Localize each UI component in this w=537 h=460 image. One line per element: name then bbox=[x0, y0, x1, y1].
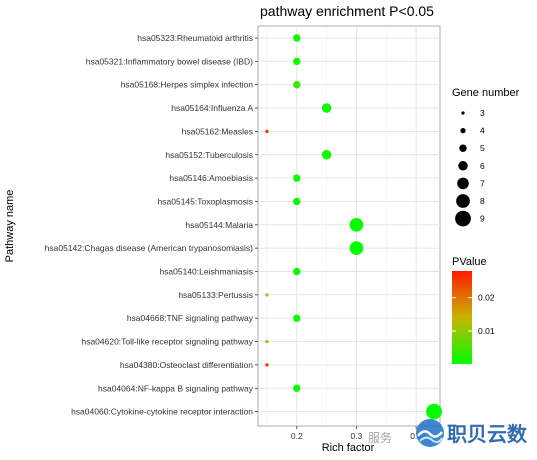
data-point bbox=[293, 197, 301, 206]
y-tick-label: hsa05146:Amoebiasis bbox=[169, 173, 253, 183]
data-point bbox=[349, 241, 364, 255]
y-tick-label: hsa05144:Malaria bbox=[185, 220, 253, 230]
gene-number-legend-label: 6 bbox=[480, 161, 485, 171]
y-tick-label: hsa04620:Toll-like receptor signaling pa… bbox=[81, 337, 253, 347]
gene-number-legend-label: 3 bbox=[480, 108, 485, 118]
x-tick-label: 0.2 bbox=[291, 431, 303, 441]
pvalue-tick-label: 0.01 bbox=[478, 326, 495, 336]
x-tick-label: 0.3 bbox=[351, 431, 363, 441]
data-point bbox=[293, 57, 301, 66]
gene-number-legend-dot bbox=[456, 194, 470, 208]
data-point bbox=[265, 339, 269, 344]
pvalue-colorbar bbox=[452, 271, 472, 364]
y-tick-label: hsa05133:Pertussis bbox=[178, 290, 253, 300]
y-tick-label: hsa05140:Leishmaniasis bbox=[159, 267, 253, 277]
gene-number-legend-dot bbox=[458, 161, 468, 171]
gene-number-legend-dot bbox=[459, 144, 467, 152]
y-tick-label: hsa04380:Osteoclast differentiation bbox=[120, 360, 253, 370]
gene-number-legend-label: 4 bbox=[480, 126, 485, 136]
gene-number-legend-dot bbox=[457, 177, 469, 190]
data-point bbox=[265, 363, 269, 367]
y-tick-label: hsa05323:Rheumatoid arthritis bbox=[137, 33, 253, 43]
watermark-service-text: 服务 bbox=[368, 430, 392, 445]
data-point bbox=[321, 103, 332, 113]
data-point bbox=[293, 314, 301, 322]
data-point bbox=[293, 384, 301, 392]
x-tick-label: 0.4 bbox=[410, 431, 422, 441]
data-point bbox=[265, 129, 269, 133]
data-point bbox=[293, 81, 301, 89]
y-tick-label: hsa05152:Tuberculosis bbox=[165, 150, 253, 160]
chart-title: pathway enrichment P<0.05 bbox=[260, 3, 434, 19]
gene-number-legend-dot bbox=[455, 210, 471, 227]
y-tick-label: hsa04668:TNF signaling pathway bbox=[127, 313, 254, 323]
data-point bbox=[349, 217, 364, 232]
pvalue-legend: PValue 0.01 0.02 bbox=[452, 256, 495, 364]
y-tick-label: hsa04064:NF-kappa B signaling pathway bbox=[98, 383, 254, 393]
gene-number-legend-label: 7 bbox=[480, 178, 485, 188]
wave-logo-icon bbox=[416, 419, 444, 447]
data-points bbox=[265, 34, 442, 420]
y-tick-label: hsa05321:Inflammatory bowel disease (IBD… bbox=[86, 56, 253, 66]
data-point bbox=[265, 293, 269, 297]
plot-panel bbox=[257, 25, 441, 427]
data-point bbox=[293, 34, 301, 42]
gene-number-legend-label: 5 bbox=[480, 143, 485, 153]
gene-number-legend-label: 8 bbox=[480, 196, 485, 206]
gene-number-legend-label: 9 bbox=[480, 214, 485, 224]
watermark-brand-text: 职贝云数 bbox=[447, 422, 528, 446]
y-axis-title: Pathway name bbox=[4, 190, 16, 263]
y-tick-label: hsa05142:Chagas disease (American trypan… bbox=[45, 243, 254, 253]
pvalue-tick-label: 0.02 bbox=[478, 293, 495, 303]
y-tick-label: hsa05145:Toxoplasmosis bbox=[158, 196, 253, 206]
x-axis-title: Rich factor bbox=[322, 442, 375, 454]
y-tick-labels: hsa05323:Rheumatoid arthritis hsa05321:In… bbox=[45, 33, 258, 417]
y-tick-label: hsa05162:Measles bbox=[182, 126, 253, 136]
data-point bbox=[321, 150, 332, 160]
gene-number-legend: Gene number 3 4 5 6 7 8 9 bbox=[452, 87, 520, 227]
y-tick-label: hsa05164:Influenza A bbox=[171, 103, 253, 113]
x-tick-labels: 0.2 0.3 0.4 bbox=[291, 426, 422, 441]
grid-lines bbox=[258, 26, 440, 426]
pvalue-legend-title: PValue bbox=[452, 256, 487, 268]
data-point bbox=[426, 403, 442, 420]
gene-number-legend-dot bbox=[460, 127, 466, 134]
watermark: 服务 职贝云数 bbox=[368, 419, 528, 447]
data-point bbox=[293, 174, 301, 182]
y-tick-label: hsa04060:Cytokine-cytokine receptor inte… bbox=[71, 407, 253, 417]
gene-number-legend-dot bbox=[461, 111, 465, 115]
y-tick-label: hsa05168:Herpes simplex infection bbox=[121, 80, 254, 90]
data-point bbox=[293, 267, 301, 276]
gene-number-legend-title: Gene number bbox=[452, 87, 520, 99]
